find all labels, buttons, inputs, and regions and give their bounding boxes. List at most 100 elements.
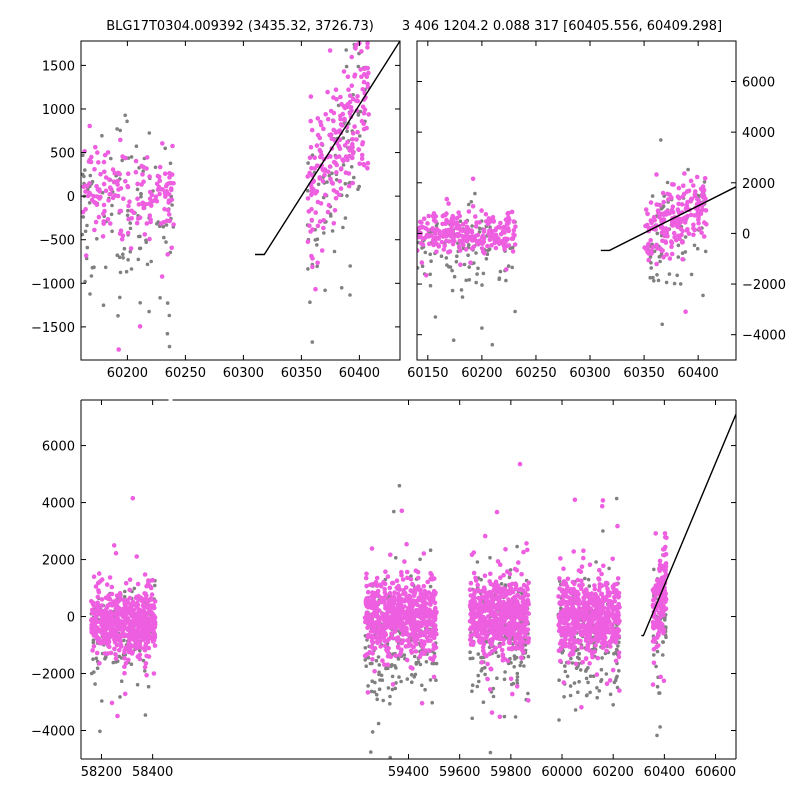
y-tick-label: 2000: [742, 177, 775, 192]
pink-point: [564, 603, 569, 609]
pink-point: [347, 93, 353, 98]
gray-point: [468, 656, 473, 661]
gray-point: [568, 693, 573, 698]
pink-point: [469, 640, 475, 646]
pink-point: [417, 632, 422, 638]
pink-point: [423, 628, 429, 634]
pink-point: [426, 241, 432, 247]
pink-point: [569, 636, 574, 641]
pink-point: [308, 145, 314, 150]
pink-point: [430, 226, 435, 231]
pink-point: [480, 645, 486, 650]
pink-point: [573, 661, 579, 667]
pink-point: [145, 599, 151, 604]
pink-point: [596, 602, 601, 607]
pink-point: [347, 148, 353, 153]
pink-point: [583, 656, 589, 661]
pink-point: [585, 642, 591, 647]
pink-point: [656, 589, 661, 595]
pink-point: [171, 181, 176, 186]
gray-point: [402, 653, 407, 657]
pink-point: [558, 658, 563, 664]
gray-point: [583, 576, 587, 581]
gray-point: [572, 681, 577, 685]
pink-point: [400, 577, 406, 582]
gray-point: [85, 245, 90, 250]
gray-point: [424, 660, 429, 664]
pink-point: [702, 176, 708, 181]
pink-point: [105, 217, 111, 222]
pink-point: [482, 573, 488, 579]
pink-point: [144, 672, 149, 678]
y-tick-label: 4000: [42, 497, 75, 512]
pink-point: [500, 653, 506, 659]
pink-point: [402, 604, 407, 609]
pink-point: [604, 619, 610, 624]
pink-point: [89, 197, 95, 203]
gray-point: [661, 640, 665, 644]
pink-point: [135, 181, 140, 187]
pink-point: [596, 606, 601, 611]
pink-point: [359, 156, 365, 161]
pink-point: [386, 603, 392, 608]
pink-point: [140, 598, 145, 604]
gray-point: [144, 238, 148, 243]
pink-point: [660, 248, 665, 253]
pink-point: [612, 594, 617, 600]
pink-point: [703, 208, 709, 213]
pink-point: [171, 222, 176, 227]
pink-point: [648, 200, 654, 205]
pink-point: [400, 625, 406, 631]
pink-point: [170, 143, 175, 149]
pink-point: [494, 596, 500, 601]
pink-point: [471, 237, 476, 243]
pink-point: [419, 700, 425, 706]
pink-point: [134, 641, 140, 647]
pink-point: [321, 218, 327, 223]
pink-point: [338, 116, 343, 122]
pink-point: [478, 640, 483, 645]
pink-point: [114, 603, 119, 608]
gray-point: [420, 264, 425, 269]
pink-point: [669, 244, 674, 249]
gray-point: [109, 156, 113, 161]
gray-point: [477, 679, 481, 684]
gray-point: [423, 687, 427, 692]
pink-point: [468, 260, 473, 266]
pink-point: [594, 615, 600, 620]
pink-point: [497, 714, 503, 720]
model-line: [255, 41, 400, 256]
pink-point: [699, 230, 704, 235]
pink-point: [592, 586, 598, 592]
gray-point: [308, 300, 312, 305]
pink-point: [366, 112, 372, 117]
pink-point: [392, 590, 397, 595]
pink-point: [661, 678, 667, 684]
gray-point: [92, 265, 96, 270]
pink-point: [446, 201, 451, 206]
gray-point: [428, 252, 433, 257]
pink-point: [516, 645, 521, 651]
pink-point: [410, 581, 415, 587]
pink-point: [661, 630, 666, 636]
pink-point: [578, 623, 584, 628]
pink-point: [490, 229, 496, 234]
gray-point: [348, 293, 352, 297]
gray-point: [563, 669, 568, 674]
pink-point: [107, 596, 113, 602]
pink-point: [688, 212, 694, 218]
pink-point: [327, 0, 332, 4]
pink-point: [513, 224, 518, 229]
gray-point: [135, 187, 140, 192]
pink-point: [365, 651, 370, 657]
pink-point: [476, 621, 482, 626]
pink-point: [485, 676, 490, 682]
pink-point: [521, 549, 526, 555]
pink-point: [516, 607, 522, 613]
gray-point: [586, 577, 591, 582]
pink-point: [446, 239, 452, 244]
gray-point: [120, 158, 124, 163]
pink-point: [613, 637, 619, 643]
pink-point: [522, 622, 527, 628]
gray-point: [110, 229, 114, 234]
